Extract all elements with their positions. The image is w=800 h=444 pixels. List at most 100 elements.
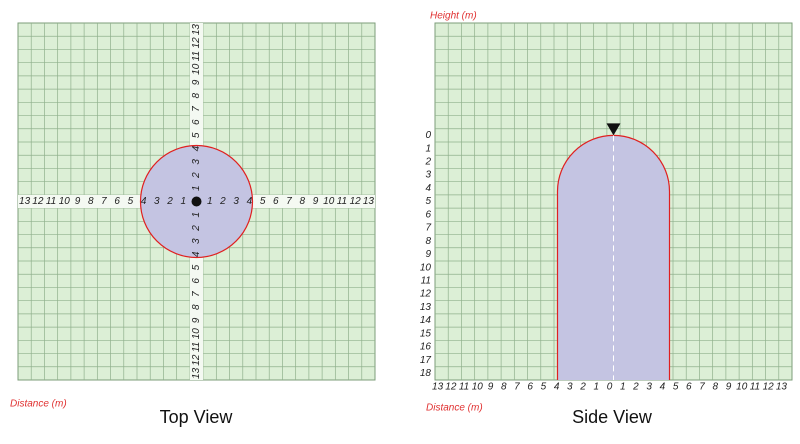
tick-label: 3 xyxy=(567,382,573,393)
tick-label: 5 xyxy=(673,382,679,393)
tick-label: 5 xyxy=(128,196,134,207)
tick-label: 11 xyxy=(421,275,431,286)
tick-label: 8 xyxy=(501,382,507,393)
sensor xyxy=(606,123,621,136)
tick-label: 8 xyxy=(191,304,202,310)
tick-label: 6 xyxy=(114,196,120,207)
tick-label: 5 xyxy=(191,264,202,270)
tick-label: 6 xyxy=(686,382,692,393)
tick-label: 5 xyxy=(191,132,202,138)
tick-label: 11 xyxy=(191,51,202,61)
tick-label: 10 xyxy=(191,328,202,340)
tick-label: 2 xyxy=(191,225,202,232)
tick-label: 9 xyxy=(488,382,494,393)
tick-label: 4 xyxy=(141,196,147,207)
tick-label: 18 xyxy=(420,368,432,379)
tick-label: 3 xyxy=(233,196,239,207)
tick-label: 12 xyxy=(350,196,362,207)
tick-label: 3 xyxy=(191,159,202,165)
tick-label: 8 xyxy=(88,196,94,207)
tick-label: 2 xyxy=(219,196,226,207)
tick-label: 13 xyxy=(420,302,432,313)
tick-label: 10 xyxy=(736,382,748,393)
tick-label: 10 xyxy=(191,63,202,75)
tick-label: 7 xyxy=(286,196,292,207)
tick-label: 1 xyxy=(191,185,202,191)
tick-label: 1 xyxy=(425,143,431,154)
tick-label: 4 xyxy=(425,183,431,194)
tick-label: 9 xyxy=(75,196,81,207)
tick-label: 12 xyxy=(191,37,202,49)
tick-label: 11 xyxy=(191,342,202,352)
tick-label: 8 xyxy=(299,196,305,207)
tick-label: 12 xyxy=(191,354,202,366)
tick-label: 7 xyxy=(514,382,520,393)
tick-label: 12 xyxy=(420,289,432,300)
tick-label: 8 xyxy=(191,93,202,99)
tick-label: 9 xyxy=(313,196,319,207)
tick-label: 13 xyxy=(776,382,788,393)
tick-label: 2 xyxy=(191,172,202,179)
tick-label: 9 xyxy=(191,317,202,323)
tick-label: 13 xyxy=(19,196,31,207)
tick-label: 2 xyxy=(424,156,431,167)
tick-label: 13 xyxy=(363,196,375,207)
tick-label: 7 xyxy=(191,291,202,297)
tick-label: 11 xyxy=(459,382,469,393)
tick-label: 11 xyxy=(337,196,347,207)
tick-label: 8 xyxy=(425,236,431,247)
tick-label: 9 xyxy=(726,382,732,393)
tick-label: 11 xyxy=(46,196,56,207)
tick-label: 6 xyxy=(425,209,431,220)
tick-label: 6 xyxy=(273,196,279,207)
tick-label: 3 xyxy=(191,238,202,244)
tick-label: 7 xyxy=(101,196,107,207)
tick-label: 1 xyxy=(191,212,202,218)
tick-label: 16 xyxy=(420,342,432,353)
tick-label: 2 xyxy=(166,196,173,207)
tick-label: 0 xyxy=(425,130,431,141)
axis-label: Distance (m) xyxy=(426,403,483,414)
tick-label: 11 xyxy=(750,382,760,393)
tick-label: 12 xyxy=(763,382,775,393)
tick-label: 1 xyxy=(593,382,599,393)
tick-label: 1 xyxy=(620,382,626,393)
tick-label: 10 xyxy=(472,382,484,393)
tick-label: 1 xyxy=(207,196,213,207)
tick-label: 10 xyxy=(59,196,71,207)
tick-label: 7 xyxy=(191,106,202,112)
tick-label: 4 xyxy=(247,196,253,207)
tick-label: 8 xyxy=(712,382,718,393)
tick-label: 3 xyxy=(646,382,652,393)
tick-label: 3 xyxy=(425,170,431,181)
tick-label: 5 xyxy=(425,196,431,207)
tick-label: 4 xyxy=(191,251,202,257)
view-title: Side View xyxy=(572,407,653,427)
tick-label: 13 xyxy=(191,24,202,36)
tick-label: 5 xyxy=(541,382,547,393)
tick-label: 17 xyxy=(420,355,432,366)
tick-label: 13 xyxy=(432,382,444,393)
tick-label: 7 xyxy=(699,382,705,393)
tick-label: 4 xyxy=(191,145,202,151)
tick-label: 9 xyxy=(191,79,202,85)
tick-label: 6 xyxy=(527,382,533,393)
tick-label: 14 xyxy=(420,315,432,326)
tick-label: 10 xyxy=(323,196,335,207)
sensor xyxy=(191,196,202,207)
tick-label: 4 xyxy=(554,382,560,393)
tick-label: 5 xyxy=(260,196,266,207)
tick-label: 2 xyxy=(579,382,586,393)
tick-label: 10 xyxy=(420,262,432,273)
tick-label: 4 xyxy=(660,382,666,393)
tick-label: 9 xyxy=(425,249,431,260)
tick-label: 3 xyxy=(154,196,160,207)
tick-label: 2 xyxy=(632,382,639,393)
tick-label: 6 xyxy=(191,278,202,284)
tick-label: 15 xyxy=(420,328,432,339)
tick-label: 13 xyxy=(191,367,202,379)
tick-label: 12 xyxy=(445,382,457,393)
tick-label: 6 xyxy=(191,119,202,125)
axis-label: Distance (m) xyxy=(10,399,67,410)
